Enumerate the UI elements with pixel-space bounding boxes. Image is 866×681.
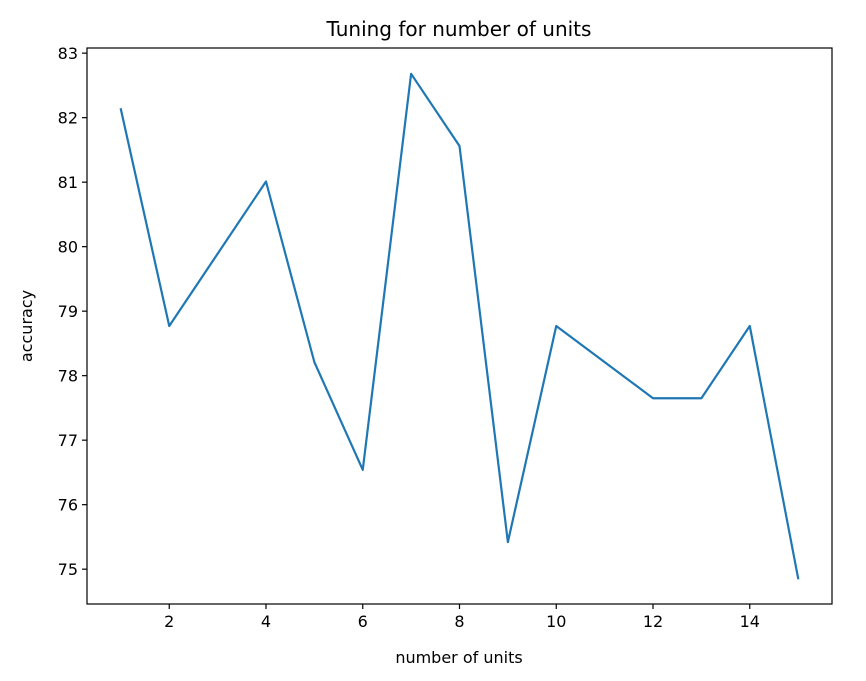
x-tick-label: 4 <box>261 612 271 631</box>
chart-title: Tuning for number of units <box>326 17 592 41</box>
y-tick-label: 78 <box>58 367 78 386</box>
x-axis: 2 4 6 8 10 12 14 <box>164 604 760 631</box>
plot-area <box>119 72 800 580</box>
x-axis-label: number of units <box>395 648 522 667</box>
y-tick-label: 76 <box>58 496 78 515</box>
x-tick-label: 6 <box>358 612 368 631</box>
x-tick-label: 10 <box>546 612 566 631</box>
series-line <box>119 72 800 580</box>
x-tick-label: 12 <box>643 612 663 631</box>
x-tick-label: 8 <box>454 612 464 631</box>
y-tick-label: 79 <box>58 302 78 321</box>
x-tick-label: 2 <box>164 612 174 631</box>
y-tick-label: 80 <box>58 238 78 257</box>
y-axis-label: accuracy <box>17 290 36 362</box>
y-axis: 75 76 77 78 79 80 81 82 83 <box>58 44 87 579</box>
y-tick-label: 82 <box>58 109 78 128</box>
x-tick-label: 14 <box>740 612 760 631</box>
y-tick-label: 83 <box>58 44 78 63</box>
y-tick-label: 77 <box>58 431 78 450</box>
y-tick-label: 81 <box>58 173 78 192</box>
y-tick-label: 75 <box>58 560 78 579</box>
